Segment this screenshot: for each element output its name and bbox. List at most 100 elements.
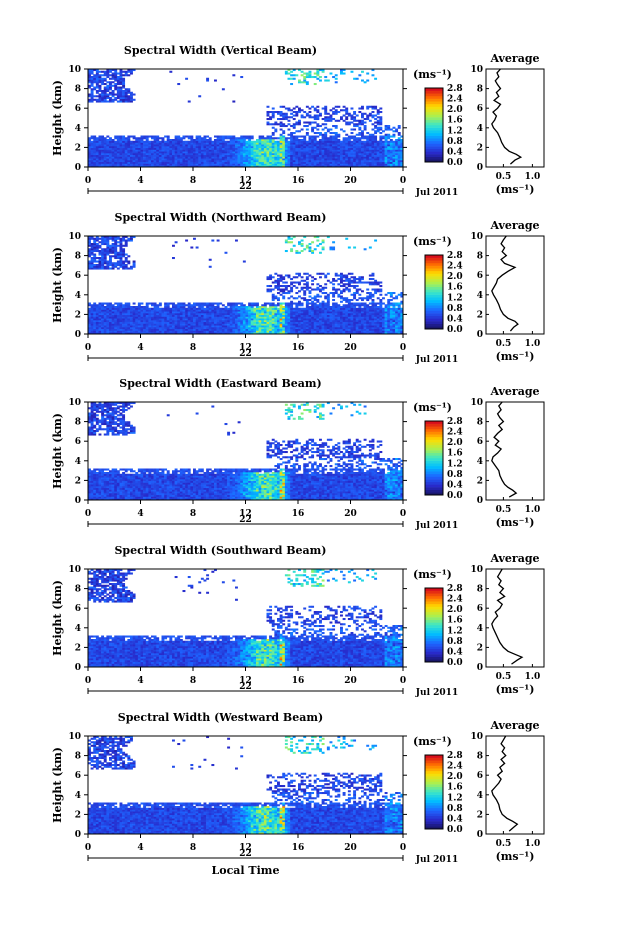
- heatmap-cell: [88, 79, 91, 82]
- heatmap-cell: [248, 307, 252, 310]
- heatmap-cell: [101, 139, 105, 142]
- colorbar-segment: [425, 90, 443, 94]
- heatmap-cell: [316, 135, 320, 138]
- heatmap-cell: [145, 314, 149, 317]
- heatmap-cell: [127, 90, 131, 93]
- heatmap-cell: [90, 149, 94, 152]
- heatmap-cell: [397, 158, 401, 161]
- heatmap-cell: [282, 323, 286, 326]
- heatmap-cell: [326, 160, 330, 163]
- heatmap-cell: [145, 325, 149, 328]
- heatmap-cell: [258, 323, 262, 326]
- heatmap-cell: [109, 264, 112, 267]
- heatmap-cell: [216, 304, 220, 307]
- heatmap-cell: [340, 278, 343, 281]
- heatmap-cell: [208, 139, 212, 142]
- heatmap-cell: [374, 140, 378, 143]
- heatmap-cell: [103, 321, 107, 324]
- heatmap-cell: [127, 327, 131, 330]
- heatmap-cell: [174, 318, 178, 321]
- heatmap-cell: [319, 325, 322, 328]
- heatmap-cell: [109, 151, 112, 154]
- heatmap-cell: [387, 128, 391, 131]
- heatmap-cell: [158, 161, 162, 164]
- heatmap-cell: [308, 327, 312, 330]
- heatmap-cell: [300, 158, 304, 161]
- heatmap-cell: [127, 160, 131, 163]
- heatmap-cell: [282, 112, 286, 115]
- heatmap-cell: [182, 321, 186, 324]
- heatmap-cell: [384, 147, 388, 150]
- heatmap-cell: [240, 153, 244, 156]
- heatmap-cell: [316, 325, 320, 328]
- heatmap-cell: [130, 165, 133, 168]
- heatmap-cell: [164, 320, 168, 323]
- heatmap-cell: [332, 304, 336, 307]
- heatmap-cell: [214, 151, 217, 154]
- heatmap-cell: [248, 161, 252, 164]
- heatmap-cell: [287, 290, 291, 293]
- heatmap-cell: [269, 142, 273, 145]
- heatmap-cell: [98, 76, 102, 79]
- heatmap-cell: [124, 160, 128, 163]
- heatmap-cell: [256, 316, 259, 319]
- heatmap-cell: [316, 74, 320, 77]
- heatmap-cell: [109, 86, 112, 89]
- heatmap-cell: [311, 251, 315, 254]
- heatmap-cell: [219, 140, 223, 143]
- heatmap-cell: [200, 144, 204, 147]
- heatmap-cell: [143, 135, 147, 138]
- heatmap-cell: [145, 306, 149, 309]
- heatmap-cell: [400, 142, 404, 145]
- heatmap-cell: [290, 160, 294, 163]
- heatmap-cell: [151, 154, 154, 157]
- heatmap-cell: [284, 313, 288, 316]
- heatmap-cell: [190, 147, 194, 150]
- heatmap-cell: [127, 95, 131, 98]
- heatmap-cell: [290, 306, 294, 309]
- heatmap-cell: [98, 304, 102, 307]
- heatmap-cell: [332, 299, 336, 302]
- heatmap-cell: [274, 161, 278, 164]
- heatmap-cell: [177, 142, 181, 145]
- heatmap-cell: [90, 70, 94, 73]
- heatmap-cell: [158, 147, 162, 150]
- heatmap-cell: [311, 304, 315, 307]
- heatmap-cell: [245, 316, 249, 319]
- heatmap-cell: [111, 160, 115, 163]
- heatmap-cell: [368, 153, 372, 156]
- heatmap-cell: [179, 309, 183, 312]
- heatmap-cell: [166, 135, 170, 138]
- heatmap-cell: [90, 307, 94, 310]
- heatmap-cell: [337, 307, 341, 310]
- heatmap-cell: [229, 140, 233, 143]
- heatmap-cell: [350, 144, 354, 147]
- heatmap-cell: [395, 161, 399, 164]
- heatmap-cell: [340, 156, 343, 159]
- heatmap-cell: [164, 325, 168, 328]
- heatmap-cell: [229, 151, 233, 154]
- heatmap-cell: [185, 318, 189, 321]
- heatmap-cell: [290, 325, 294, 328]
- heatmap-cell: [240, 160, 244, 163]
- heatmap-cell: [156, 149, 160, 152]
- heatmap-cell: [227, 314, 231, 317]
- heatmap-cell: [172, 314, 175, 317]
- heatmap-cell: [185, 314, 189, 317]
- heatmap-cell: [242, 147, 246, 150]
- heatmap-cell: [122, 304, 126, 307]
- heatmap-cell: [300, 128, 304, 131]
- heatmap-cell: [245, 311, 249, 314]
- heatmap-cell: [282, 146, 286, 149]
- heatmap-cell: [111, 320, 115, 323]
- heatmap-cell: [158, 146, 162, 149]
- heatmap-cell: [334, 325, 338, 328]
- heatmap-cell: [98, 316, 102, 319]
- heatmap-cell: [229, 321, 233, 324]
- heatmap-cell: [258, 147, 262, 150]
- heatmap-cell: [326, 79, 330, 82]
- heatmap-cell: [250, 146, 254, 149]
- heatmap-cell: [93, 88, 97, 91]
- heatmap-cell: [284, 137, 288, 140]
- heatmap-cell: [111, 153, 115, 156]
